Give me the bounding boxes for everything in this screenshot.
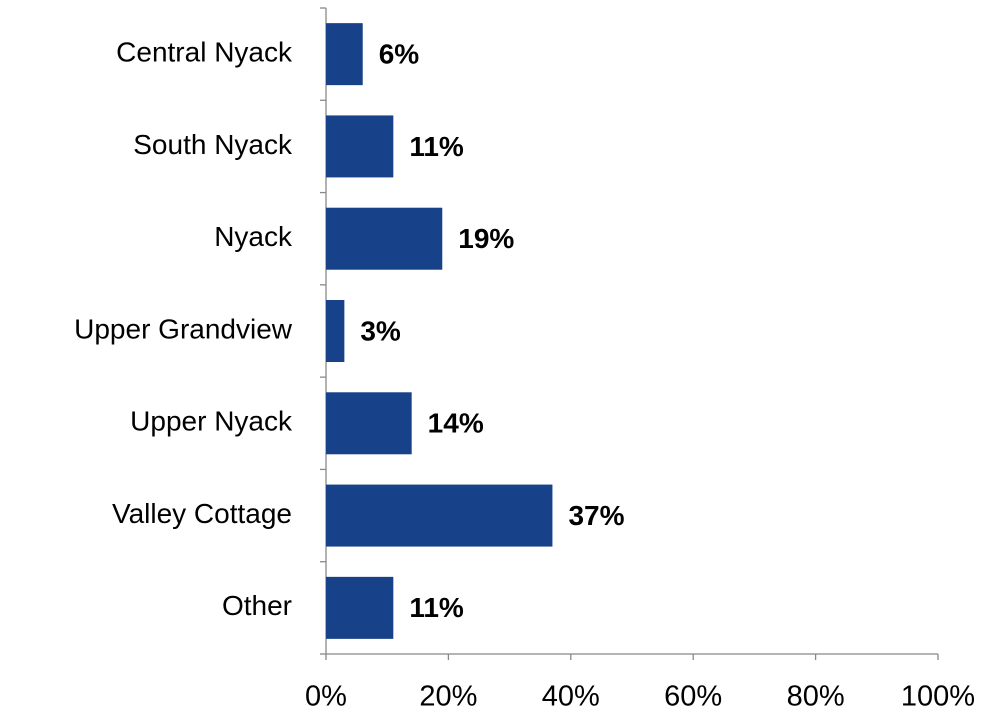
bar [326,23,363,86]
bar [326,576,394,639]
y-tick-label: Nyack [214,221,293,252]
x-tick-label: 80% [787,681,845,713]
data-label: 11% [409,131,464,162]
y-tick-label: Upper Nyack [130,406,293,437]
data-label: 37% [568,500,624,531]
y-tick-label: Central Nyack [116,37,293,68]
x-tick-label: 60% [664,681,722,713]
x-tick-label: 100% [901,681,975,713]
x-tick-label: 40% [542,681,600,713]
data-label: 14% [428,408,484,439]
bar [326,484,553,547]
y-tick-label: Valley Cottage [112,498,292,529]
bar [326,207,443,270]
x-tick-label: 0% [305,681,347,713]
y-tick-label: Other [222,590,292,621]
data-label: 3% [360,315,401,346]
x-tick-label: 20% [419,681,477,713]
y-tick-label: South Nyack [133,129,293,160]
data-label: 6% [379,39,420,70]
data-label: 11% [409,592,464,623]
bar [326,392,412,455]
y-tick-label: Upper Grandview [74,313,293,344]
bar [326,115,394,178]
bar [326,300,345,362]
data-label: 19% [458,223,514,254]
